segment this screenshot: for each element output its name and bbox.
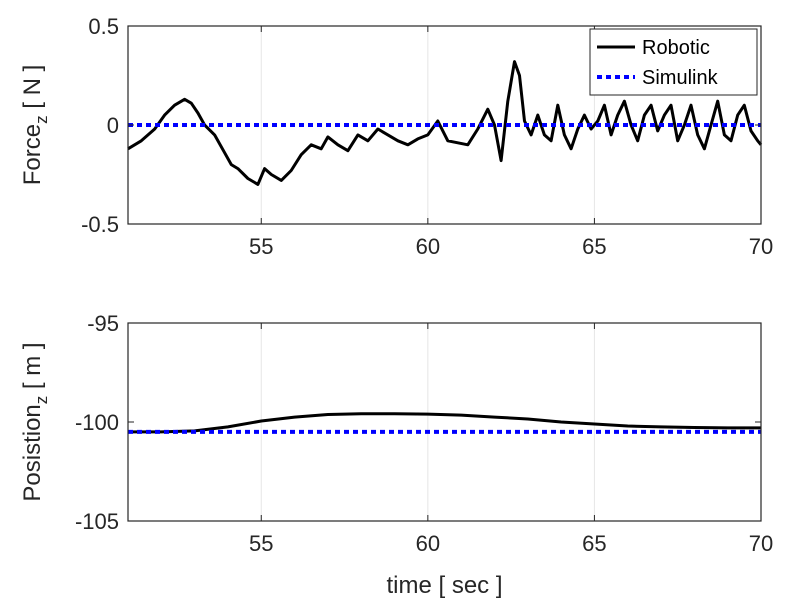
y-tick-label: 0 (107, 113, 119, 138)
x-tick-label: 60 (416, 531, 440, 556)
y-tick-label: -0.5 (81, 212, 119, 237)
y-axis-label: Forcez [ N ] (19, 65, 51, 186)
x-tick-label: 60 (416, 234, 440, 259)
legend-label-robotic: Robotic (642, 37, 710, 59)
x-tick-label: 70 (749, 531, 773, 556)
x-tick-label: 65 (582, 234, 606, 259)
position-subplot: 55 60 65 70 -105 -100 -95 Posistionz [ m ] time … (19, 311, 773, 599)
x-axis-label: time [ sec ] (386, 572, 502, 599)
series-line-robotic (127, 60, 763, 186)
y-tick-label: -100 (75, 410, 119, 435)
x-tick-label: 55 (249, 234, 273, 259)
series-line-robotic (128, 412, 761, 434)
x-tick-label: 70 (749, 234, 773, 259)
x-tick-label: 65 (582, 531, 606, 556)
legend: Robotic Simulink (589, 28, 758, 96)
axes-box (127, 322, 762, 522)
y-axis-label: Posistionz [ m ] (19, 342, 51, 501)
y-tick-label: 0.5 (88, 14, 119, 39)
force-subplot: 55 60 65 70 -0.5 0 0.5 Forcez [ N ] Robotic Simul… (19, 14, 773, 259)
x-tick-label: 55 (249, 531, 273, 556)
legend-box (589, 28, 758, 96)
y-tick-label: -105 (75, 509, 119, 534)
y-tick-label: -95 (87, 311, 119, 336)
legend-label-simulink: Simulink (642, 67, 719, 89)
